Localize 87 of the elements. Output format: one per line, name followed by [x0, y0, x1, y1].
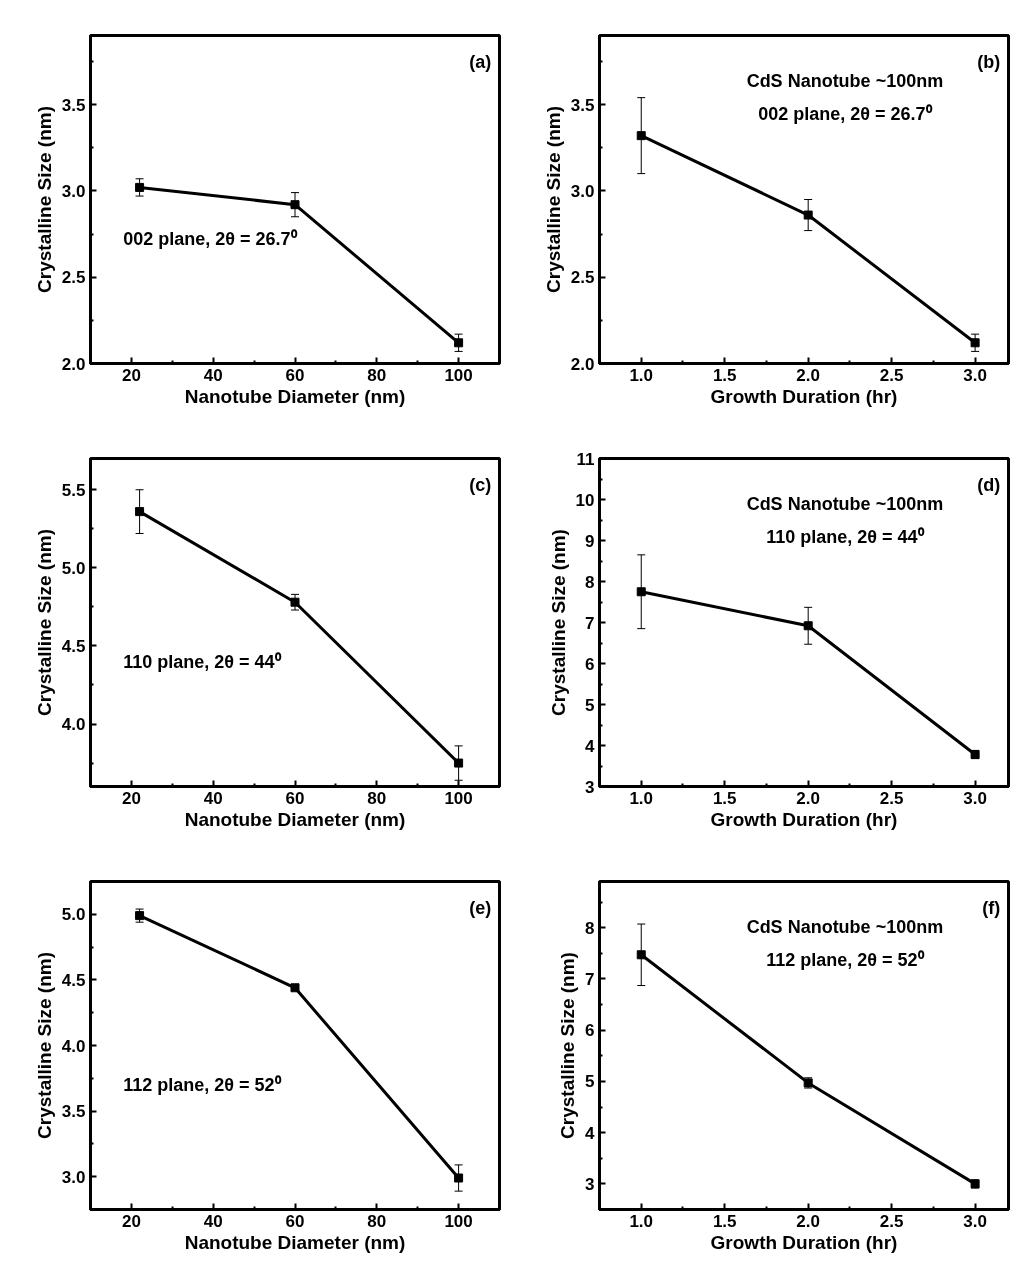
annotation: CdS Nanotube ~100nm [746, 917, 944, 938]
y-tick-label: 2.5 [570, 268, 595, 288]
x-tick-label: 60 [285, 788, 305, 808]
y-tick-label: 3.0 [570, 181, 595, 201]
x-tick-label: 40 [203, 788, 223, 808]
x-tick-label: 1.0 [629, 788, 654, 808]
y-tick-label: 4 [585, 1123, 596, 1143]
x-tick-label: 2.5 [879, 788, 904, 808]
y-tick-label: 4.0 [61, 1036, 86, 1056]
x-tick-label: 80 [367, 1211, 387, 1231]
y-tick-label: 5 [585, 1072, 595, 1092]
annotation: (d) [977, 474, 1001, 495]
x-tick-label: 100 [444, 1211, 473, 1231]
y-tick-label: 5.0 [61, 558, 86, 578]
y-tick-label: 5 [585, 695, 595, 715]
y-tick-label: 3.0 [61, 1167, 86, 1187]
annotation: 112 plane, 2θ = 52⁰ [766, 950, 925, 971]
x-axis-title: Growth Duration (hr) [710, 385, 898, 407]
x-tick-label: 2.0 [796, 788, 820, 808]
x-axis-title: Nanotube Diameter (nm) [184, 808, 406, 830]
y-tick-label: 8 [585, 918, 595, 938]
x-tick-label: 3.0 [963, 365, 987, 385]
annotation: 112 plane, 2θ = 52⁰ [123, 1074, 282, 1095]
x-tick-label: 80 [367, 365, 387, 385]
x-tick-label: 1.5 [712, 365, 737, 385]
x-tick-label: 1.0 [629, 365, 654, 385]
x-tick-label: 40 [203, 1211, 223, 1231]
y-tick-label: 3.5 [570, 95, 595, 115]
annotation: 002 plane, 2θ = 26.7⁰ [758, 104, 933, 125]
x-tick-label: 3.0 [963, 1211, 987, 1231]
y-tick-label: 7 [585, 613, 595, 633]
x-tick-label: 100 [444, 365, 473, 385]
y-tick-label: 4.0 [61, 715, 86, 735]
x-tick-label: 2.5 [879, 365, 904, 385]
x-tick-label: 80 [367, 788, 387, 808]
y-tick-label: 7 [585, 969, 595, 989]
y-tick-label: 3 [585, 1174, 595, 1194]
x-tick-label: 2.5 [879, 1211, 904, 1231]
y-tick-label: 2.5 [61, 268, 86, 288]
annotation: (c) [469, 474, 492, 495]
x-tick-label: 100 [444, 788, 473, 808]
annotation: (a) [469, 51, 492, 72]
y-tick-label: 4 [585, 736, 596, 756]
x-tick-label: 1.5 [712, 788, 737, 808]
annotation: 110 plane, 2θ = 44⁰ [766, 527, 925, 548]
x-tick-label: 2.0 [796, 365, 820, 385]
x-tick-label: 1.5 [712, 1211, 737, 1231]
x-axis-title: Growth Duration (hr) [710, 808, 898, 830]
y-axis-title: Crystalline Size (nm) [547, 529, 569, 716]
y-axis-title: Crystalline Size (nm) [33, 106, 55, 293]
x-axis-title: Nanotube Diameter (nm) [184, 1231, 406, 1253]
y-tick-label: 4.5 [61, 636, 86, 656]
y-tick-label: 6 [585, 654, 595, 674]
annotation: (b) [977, 51, 1001, 72]
y-tick-label: 3 [585, 777, 595, 797]
y-axis-title: Crystalline Size (nm) [33, 952, 55, 1139]
annotation: (f) [982, 897, 1001, 918]
x-axis-title: Nanotube Diameter (nm) [184, 385, 406, 407]
x-tick-label: 20 [121, 365, 141, 385]
y-tick-label: 5.5 [61, 480, 86, 500]
y-tick-label: 3.5 [61, 95, 86, 115]
x-tick-label: 20 [121, 788, 141, 808]
x-tick-label: 60 [285, 1211, 305, 1231]
annotation: 110 plane, 2θ = 44⁰ [123, 651, 282, 672]
x-tick-label: 20 [121, 1211, 141, 1231]
y-axis-title: Crystalline Size (nm) [33, 529, 55, 716]
x-tick-label: 2.0 [796, 1211, 820, 1231]
x-axis-title: Growth Duration (hr) [710, 1231, 898, 1253]
y-axis-title: Crystalline Size (nm) [542, 106, 564, 293]
y-tick-label: 8 [585, 572, 595, 592]
y-tick-label: 6 [585, 1021, 595, 1041]
y-axis-title: Crystalline Size (nm) [557, 952, 579, 1139]
y-tick-label: 5.0 [61, 905, 86, 925]
annotation: CdS Nanotube ~100nm [746, 71, 944, 92]
x-tick-label: 3.0 [963, 788, 987, 808]
y-tick-label: 3.0 [61, 181, 86, 201]
y-tick-label: 10 [575, 490, 595, 510]
annotation: 002 plane, 2θ = 26.7⁰ [123, 228, 298, 249]
y-tick-label: 3.5 [61, 1102, 86, 1122]
annotation: (e) [469, 897, 492, 918]
x-tick-label: 40 [203, 365, 223, 385]
y-tick-label: 11 [576, 449, 595, 469]
y-tick-label: 4.5 [61, 970, 86, 990]
y-tick-label: 9 [585, 531, 595, 551]
annotation: CdS Nanotube ~100nm [746, 494, 944, 515]
x-tick-label: 1.0 [629, 1211, 654, 1231]
x-tick-label: 60 [285, 365, 305, 385]
